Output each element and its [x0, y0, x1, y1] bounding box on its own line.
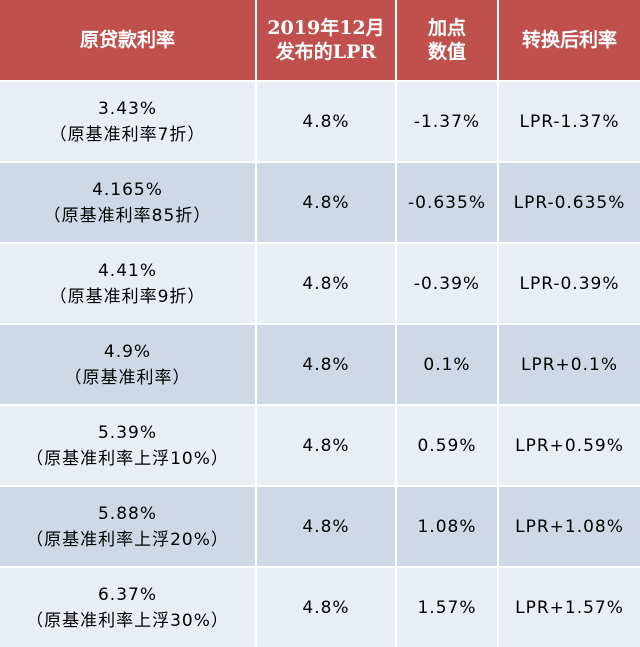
header-spread-line2: 数值	[427, 41, 466, 63]
original-rate-note: （原基准利率上浮30%）	[26, 610, 229, 631]
original-rate-note: （原基准利率上浮20%）	[26, 529, 229, 550]
cell-original-rate: 5.88% （原基准利率上浮20%）	[0, 485, 257, 567]
original-rate-value: 5.88%	[97, 503, 157, 524]
cell-original-rate: 5.39% （原基准利率上浮10%）	[0, 404, 257, 486]
header-lpr: 2019年12月 发布的LPR	[256, 0, 397, 81]
table-row: 4.165% （原基准利率85折） 4.8% -0.635% LPR-0.635…	[0, 161, 640, 243]
header-lpr-line2: 发布的LPR	[275, 41, 377, 63]
cell-original-rate: 3.43% （原基准利率7折）	[0, 80, 257, 162]
cell-lpr: 4.8%	[256, 485, 397, 567]
cell-lpr: 4.8%	[256, 161, 397, 243]
cell-converted-rate: LPR-1.37%	[498, 80, 640, 162]
cell-spread: 1.57%	[396, 566, 499, 647]
table-row: 4.41% （原基准利率9折） 4.8% -0.39% LPR-0.39%	[0, 242, 640, 324]
original-rate-value: 3.43%	[97, 98, 157, 119]
original-rate-note: （原基准利率85折）	[43, 205, 212, 226]
table-row: 5.88% （原基准利率上浮20%） 4.8% 1.08% LPR+1.08%	[0, 485, 640, 567]
cell-spread: -0.39%	[396, 242, 499, 324]
header-lpr-line1: 2019年12月	[267, 17, 385, 39]
original-rate-note: （原基准利率）	[64, 367, 191, 388]
original-rate-value: 6.37%	[97, 584, 157, 605]
table-row: 4.9% （原基准利率） 4.8% 0.1% LPR+0.1%	[0, 323, 640, 405]
table-header: 原贷款利率 2019年12月 发布的LPR 加点 数值 转换后利率	[0, 0, 640, 81]
cell-spread: -1.37%	[396, 80, 499, 162]
original-rate-value: 4.165%	[92, 179, 163, 200]
cell-converted-rate: LPR+1.57%	[498, 566, 640, 647]
cell-original-rate: 4.41% （原基准利率9折）	[0, 242, 257, 324]
cell-converted-rate: LPR-0.39%	[498, 242, 640, 324]
header-spread: 加点 数值	[396, 0, 499, 81]
cell-converted-rate: LPR+1.08%	[498, 485, 640, 567]
table-row: 6.37% （原基准利率上浮30%） 4.8% 1.57% LPR+1.57%	[0, 566, 640, 647]
cell-original-rate: 6.37% （原基准利率上浮30%）	[0, 566, 257, 647]
header-original-rate: 原贷款利率	[0, 0, 257, 81]
original-rate-note: （原基准利率7折）	[49, 124, 206, 145]
cell-spread: 0.59%	[396, 404, 499, 486]
original-rate-note: （原基准利率9折）	[49, 286, 206, 307]
cell-original-rate: 4.165% （原基准利率85折）	[0, 161, 257, 243]
original-rate-note: （原基准利率上浮10%）	[26, 448, 229, 469]
table-row: 3.43% （原基准利率7折） 4.8% -1.37% LPR-1.37%	[0, 80, 640, 162]
cell-lpr: 4.8%	[256, 566, 397, 647]
cell-lpr: 4.8%	[256, 242, 397, 324]
cell-converted-rate: LPR-0.635%	[498, 161, 640, 243]
header-converted-rate: 转换后利率	[498, 0, 640, 81]
header-row: 原贷款利率 2019年12月 发布的LPR 加点 数值 转换后利率	[0, 0, 640, 81]
table-row: 5.39% （原基准利率上浮10%） 4.8% 0.59% LPR+0.59%	[0, 404, 640, 486]
cell-converted-rate: LPR+0.59%	[498, 404, 640, 486]
table-body: 3.43% （原基准利率7折） 4.8% -1.37% LPR-1.37% 4.…	[0, 80, 640, 647]
cell-converted-rate: LPR+0.1%	[498, 323, 640, 405]
cell-spread: 1.08%	[396, 485, 499, 567]
cell-original-rate: 4.9% （原基准利率）	[0, 323, 257, 405]
cell-lpr: 4.8%	[256, 323, 397, 405]
cell-lpr: 4.8%	[256, 404, 397, 486]
cell-lpr: 4.8%	[256, 80, 397, 162]
original-rate-value: 5.39%	[97, 422, 157, 443]
header-spread-line1: 加点	[427, 17, 466, 39]
original-rate-value: 4.9%	[103, 341, 152, 362]
cell-spread: -0.635%	[396, 161, 499, 243]
cell-spread: 0.1%	[396, 323, 499, 405]
original-rate-value: 4.41%	[97, 260, 157, 281]
